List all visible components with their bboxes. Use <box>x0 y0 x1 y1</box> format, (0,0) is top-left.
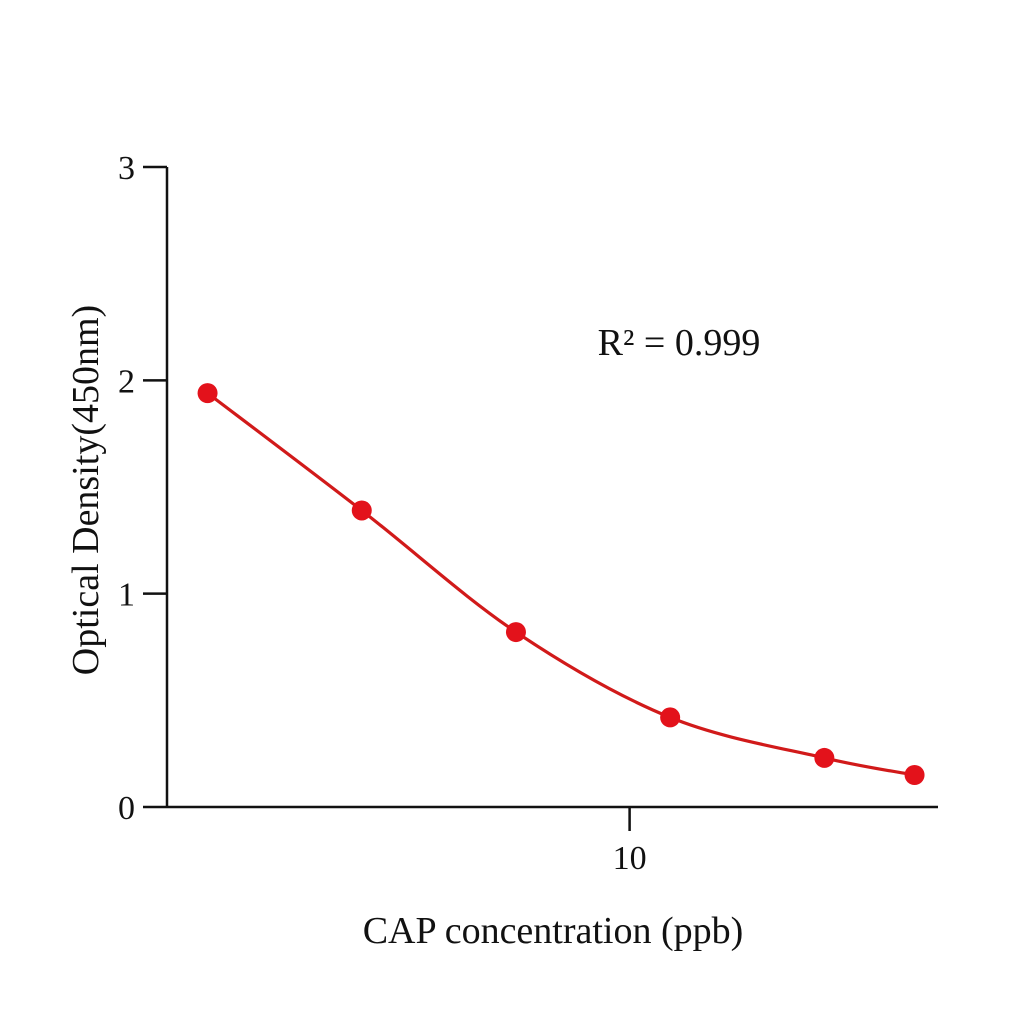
y-tick-label: 3 <box>118 150 135 187</box>
x-axis-title: CAP concentration (ppb) <box>363 910 744 952</box>
data-point <box>505 622 526 643</box>
r-squared-annotation: R² = 0.999 <box>598 322 761 364</box>
data-point <box>904 765 925 785</box>
data-point <box>351 500 372 521</box>
data-point <box>660 707 681 728</box>
x-tick-label: 10 <box>613 840 647 877</box>
y-axis-title: Optical Density(450nm) <box>65 305 107 675</box>
data-point <box>814 747 835 768</box>
fit-curve-group <box>205 391 917 777</box>
axes <box>165 167 938 809</box>
ticks: 0 1 2 3 10 <box>118 150 647 877</box>
y-tick-label: 2 <box>118 363 135 400</box>
data-point <box>197 383 218 404</box>
fit-curve <box>205 391 917 777</box>
y-tick-label: 1 <box>118 577 135 614</box>
y-tick-label: 0 <box>118 790 135 827</box>
data-points <box>197 383 925 785</box>
